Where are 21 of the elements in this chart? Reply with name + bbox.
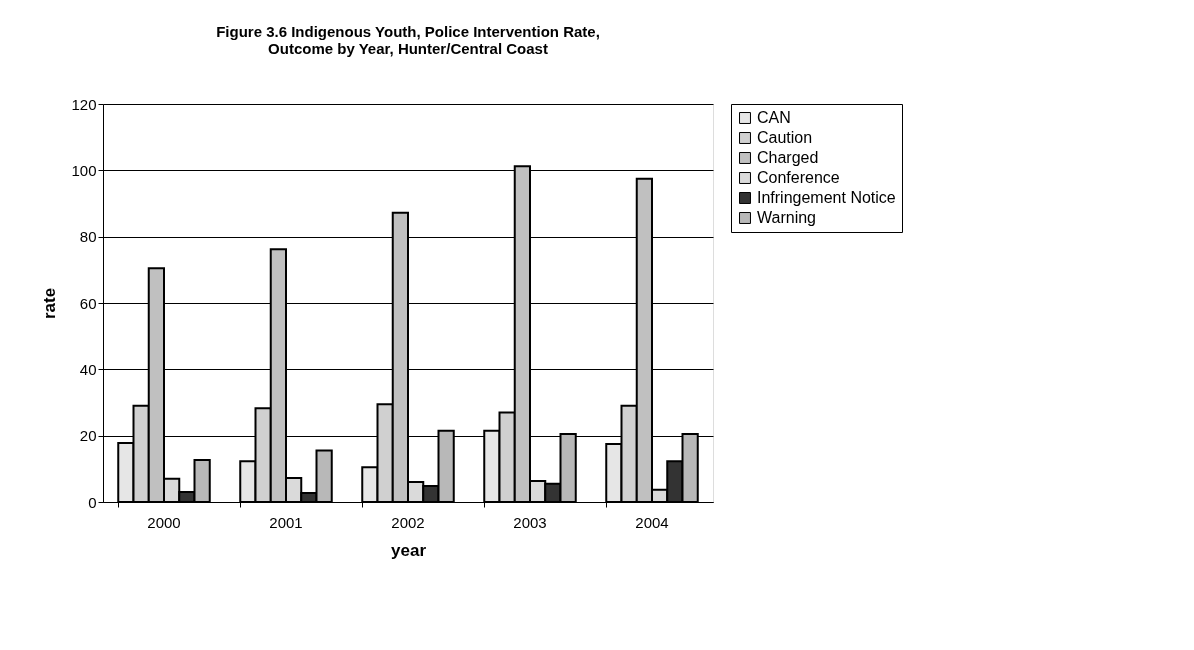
y-tick-label: 120 (71, 95, 97, 113)
legend-label: Warning (757, 209, 816, 226)
legend-label: Conference (757, 169, 840, 186)
y-axis-title: rate (40, 287, 60, 320)
y-tick-label: 0 (88, 493, 97, 511)
legend-label: Infringement Notice (757, 189, 896, 206)
x-tick-label: 2000 (147, 513, 181, 531)
x-tick-label: 2004 (635, 513, 669, 531)
y-tick-label: 100 (71, 161, 97, 179)
legend-label: CAN (757, 109, 791, 126)
x-axis-title: year (391, 540, 427, 560)
chart-title: Figure 3.6 Indigenous Youth, Police Intervention Rate, Outcome by Year, Hunter/Central Coast (216, 23, 600, 57)
x-tick-label: 2001 (269, 513, 303, 531)
y-tick-label: 20 (79, 427, 97, 445)
legend-label: Caution (757, 129, 813, 146)
y-tick-label: 60 (79, 294, 97, 312)
legend-label: Charged (757, 149, 819, 166)
y-tick-label: 80 (79, 228, 97, 246)
y-tick-label: 40 (79, 360, 97, 378)
x-tick-label: 2003 (513, 513, 547, 531)
x-tick-label: 2002 (391, 513, 425, 531)
